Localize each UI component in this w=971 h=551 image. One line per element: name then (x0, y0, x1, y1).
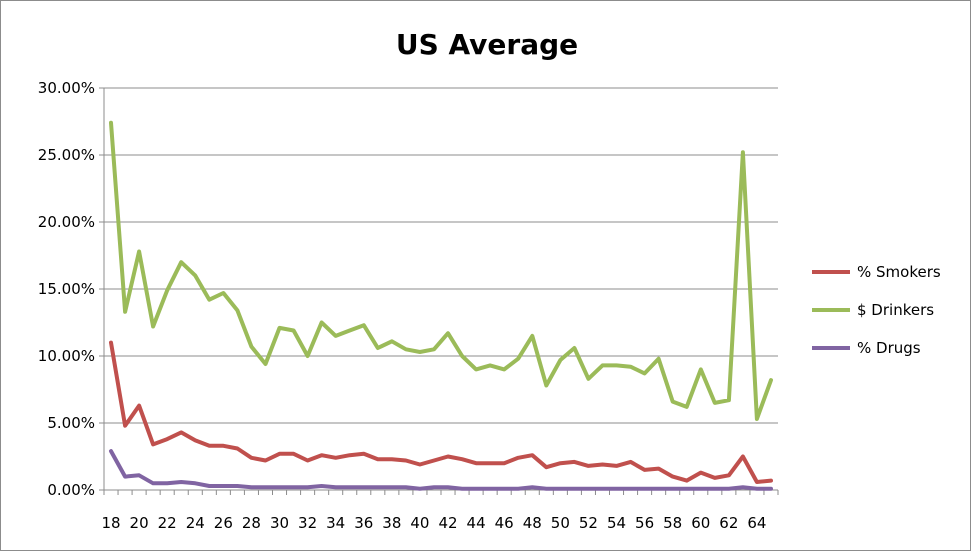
x-tick-label: 38 (382, 514, 401, 532)
chart-title: US Average (396, 28, 578, 61)
y-tick-label: 10.00% (38, 347, 95, 365)
legend-label: % Drugs (857, 339, 921, 357)
x-tick-label: 32 (298, 514, 317, 532)
x-tick-label: 56 (635, 514, 654, 532)
x-tick-label: 40 (410, 514, 429, 532)
y-tick-label: 30.00% (38, 79, 95, 97)
x-tick-label: 26 (214, 514, 233, 532)
x-tick-label: 36 (354, 514, 373, 532)
x-tick-label: 20 (130, 514, 149, 532)
x-tick-label: 22 (158, 514, 177, 532)
axes (99, 87, 779, 495)
y-tick-label: 5.00% (47, 414, 95, 432)
legend-label: % Smokers (857, 263, 941, 281)
x-tick-label: 46 (495, 514, 514, 532)
series-line-1 (109, 120, 773, 421)
x-tick-label: 48 (523, 514, 542, 532)
x-tick-label: 50 (551, 514, 570, 532)
x-tick-label: 42 (438, 514, 457, 532)
x-tick-label: 60 (691, 514, 710, 532)
series-line-2 (109, 449, 773, 491)
y-tick-label: 25.00% (38, 146, 95, 164)
x-tick-label: 58 (663, 514, 682, 532)
legend: % Smokers $ Drinkers % Drugs (812, 263, 941, 357)
x-tick-label: 44 (467, 514, 486, 532)
y-axis-tick-labels: 0.00% 5.00% 10.00% 15.00% 20.00% 25.00% 30.00% (38, 79, 95, 499)
x-tick-label: 30 (270, 514, 289, 532)
gridlines (104, 87, 778, 424)
x-tick-label: 54 (607, 514, 626, 532)
x-tick-label: 24 (186, 514, 205, 532)
x-tick-label: 18 (101, 514, 120, 532)
x-axis-tick-labels: 18 20 22 24 26 28 30 32 34 36 38 40 42 44 46 48 50 52 54 56… (101, 514, 766, 532)
x-tick-label: 64 (747, 514, 766, 532)
y-tick-label: 0.00% (47, 481, 95, 499)
y-tick-label: 20.00% (38, 213, 95, 231)
y-tick-label: 15.00% (38, 280, 95, 298)
series-lines (109, 120, 773, 491)
x-tick-label: 62 (719, 514, 738, 532)
series-line-0 (109, 340, 773, 484)
legend-label: $ Drinkers (857, 301, 934, 319)
x-tick-label: 28 (242, 514, 261, 532)
x-tick-label: 52 (579, 514, 598, 532)
x-tick-label: 34 (326, 514, 345, 532)
